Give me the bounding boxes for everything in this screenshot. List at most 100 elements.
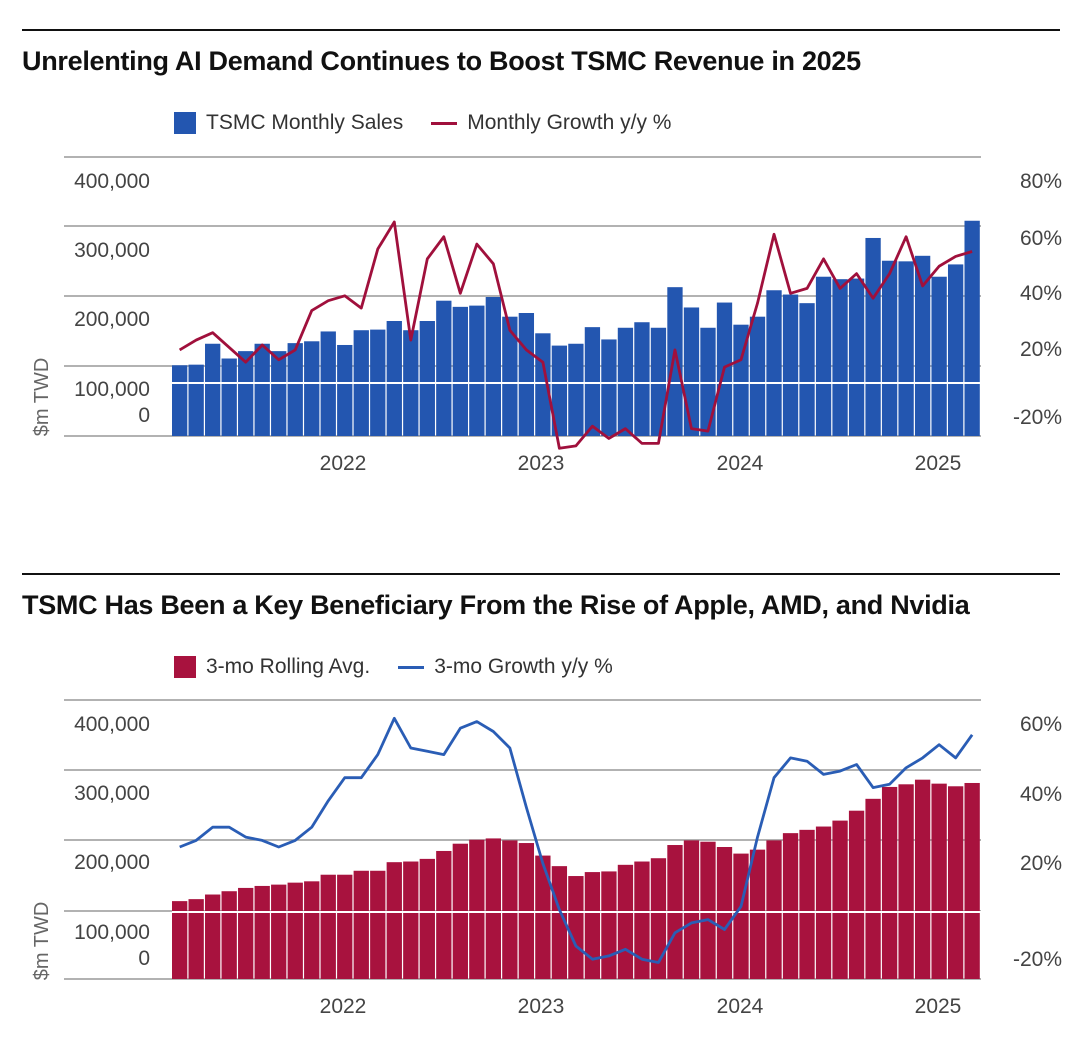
bar [898, 261, 914, 436]
bar [353, 870, 369, 979]
bar [436, 850, 452, 979]
bar [667, 287, 683, 436]
growth-line [179, 716, 974, 964]
chart-title: TSMC Has Been a Key Beneficiary From the… [22, 590, 970, 620]
bar [815, 826, 832, 979]
bar [733, 324, 749, 436]
bar [964, 782, 980, 979]
bar [617, 327, 634, 436]
bar [848, 278, 865, 436]
y-tick-label: 400,000 [74, 713, 150, 736]
x-tick-label: 2022 [320, 995, 367, 1018]
y-tick-label: 0 [138, 404, 150, 427]
bar [914, 255, 931, 436]
x-tick-label: 2023 [518, 452, 565, 475]
bar [551, 866, 568, 979]
bar [535, 855, 551, 979]
y2-tick-label: -20% [1013, 948, 1062, 971]
y2-tick-label: 60% [1020, 227, 1062, 250]
bar [370, 870, 386, 979]
y-tick-label: 100,000 [74, 378, 150, 401]
x-tick-label: 2023 [518, 995, 565, 1018]
bar [799, 303, 815, 436]
bar [749, 849, 766, 979]
bar [601, 339, 617, 436]
y2-tick-label: -20% [1013, 406, 1062, 429]
bar [799, 829, 815, 979]
bar [205, 894, 221, 979]
bar [683, 840, 700, 979]
chart-panel-monthly-sales: Unrelenting AI Demand Continues to Boost… [22, 29, 1062, 475]
bar [436, 300, 452, 436]
bar [287, 882, 303, 979]
legend-label-line: Monthly Growth y/y % [467, 111, 672, 134]
bar [271, 351, 287, 436]
legend-swatch-line [431, 121, 458, 125]
x-tick-label: 2022 [320, 452, 367, 475]
bar [304, 341, 320, 436]
bar [188, 899, 204, 979]
bar [947, 264, 964, 436]
legend: 3-mo Rolling Avg. 3-mo Growth y/y % [174, 655, 613, 679]
bar [221, 891, 237, 979]
bar [782, 294, 799, 436]
top-rule [22, 29, 1060, 31]
chart-plot: 400,000 300,000 200,000 100,000 0 60% 40% 20% -2… [31, 699, 1062, 1018]
growth-line [178, 220, 973, 450]
bar [551, 345, 568, 436]
bar [914, 779, 931, 979]
bar [815, 276, 832, 436]
bar [518, 313, 535, 436]
bar [568, 343, 584, 436]
x-tick-label: 2025 [915, 452, 962, 475]
bar [485, 297, 501, 436]
legend-swatch-bar [174, 656, 196, 678]
y-axis-label: $m TWD [31, 358, 53, 437]
x-tick-label: 2024 [717, 995, 764, 1018]
legend-label-bar: TSMC Monthly Sales [206, 111, 404, 134]
y-tick-label: 200,000 [74, 851, 150, 874]
chart-plot: 400,000 300,000 200,000 100,000 0 80% 60% 40% 20… [31, 156, 1062, 475]
y-tick-label: 100,000 [74, 921, 150, 944]
bar [733, 853, 749, 979]
legend-swatch-line [398, 665, 425, 669]
bar [238, 351, 254, 436]
bar [865, 237, 881, 436]
bar [254, 343, 270, 436]
x-tick-label: 2025 [915, 995, 962, 1018]
bar [700, 841, 716, 979]
chart-panel-rolling-average: TSMC Has Been a Key Beneficiary From the… [0, 545, 1080, 1053]
bar [254, 885, 270, 979]
bar [502, 840, 518, 979]
bar [931, 276, 947, 436]
bar [881, 786, 898, 979]
legend-swatch-bar [174, 112, 196, 134]
bar [337, 344, 353, 436]
bar [221, 358, 237, 436]
y2-tick-label: 20% [1020, 852, 1062, 875]
bar [634, 861, 650, 979]
bar [502, 316, 518, 436]
bar [766, 290, 782, 436]
bar [386, 321, 402, 436]
legend-label-bar: 3-mo Rolling Avg. [206, 655, 371, 678]
bar [931, 783, 947, 979]
bar [469, 305, 485, 436]
bar [766, 840, 782, 979]
y-tick-label: 0 [138, 947, 150, 970]
y-axis-label: $m TWD [31, 902, 53, 981]
bar [832, 279, 848, 436]
bar [848, 810, 865, 979]
y-tick-label: 200,000 [74, 308, 150, 331]
bar [782, 833, 799, 979]
bar [601, 871, 617, 979]
bar [485, 838, 501, 979]
bar [386, 862, 402, 979]
bar [469, 839, 485, 979]
y-tick-label: 300,000 [74, 239, 150, 262]
bar [337, 874, 353, 979]
bar [881, 260, 898, 436]
bar [650, 327, 667, 436]
bar [238, 887, 254, 979]
bar [700, 327, 716, 436]
